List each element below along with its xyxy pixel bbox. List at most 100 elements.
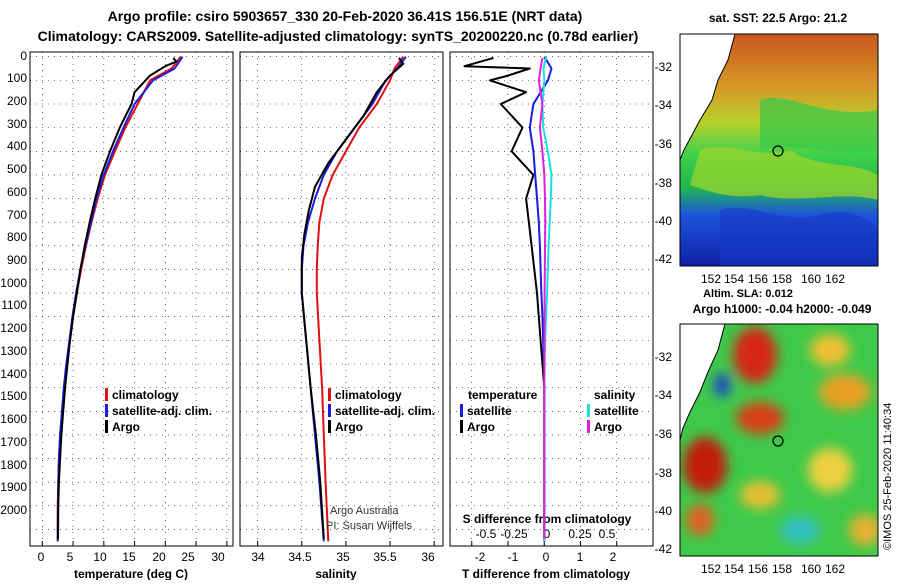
s-difference-label: S difference from climatology bbox=[463, 512, 632, 526]
s-tick: 0 bbox=[544, 527, 551, 541]
depth-tick: 600 bbox=[7, 185, 27, 199]
legend-swatch-argo bbox=[328, 420, 331, 433]
x-tick: 20 bbox=[152, 550, 166, 564]
x-tick: 34.5 bbox=[288, 550, 312, 564]
grid-layer bbox=[30, 52, 653, 546]
temperature-x-axis: 0 5 10 15 20 25 30 temperature (deg C) bbox=[38, 550, 225, 581]
series-line-climatology bbox=[315, 56, 405, 542]
x-tick: 0 bbox=[38, 550, 45, 564]
lat-tick: -38 bbox=[655, 466, 673, 480]
legend-label: Argo bbox=[112, 420, 140, 434]
legend-swatch-satellite bbox=[328, 404, 331, 417]
sst-patch bbox=[760, 97, 878, 153]
title-line-1: Argo profile: csiro 5903657_330 20-Feb-2… bbox=[108, 8, 583, 24]
x-tick: 25 bbox=[181, 550, 195, 564]
x-tick: 35 bbox=[336, 550, 350, 564]
lon-tick: 154 bbox=[724, 272, 744, 286]
lon-tick: 158 bbox=[772, 562, 792, 576]
depth-tick: 1500 bbox=[0, 389, 27, 403]
depth-tick: 900 bbox=[7, 253, 27, 267]
legend-label: satellite-adj. clim. bbox=[112, 404, 212, 418]
depth-tick: 1700 bbox=[0, 435, 27, 449]
difference-panel bbox=[449, 51, 654, 547]
lat-tick: -40 bbox=[655, 214, 673, 228]
sla-high bbox=[683, 437, 727, 493]
profile-curves bbox=[56, 56, 553, 542]
depth-tick: 1100 bbox=[1, 298, 27, 312]
salinity-x-axis: 34 34.5 35 35.5 36 salinity bbox=[251, 550, 435, 581]
depth-tick: 200 bbox=[7, 94, 27, 108]
legend-title-temperature: temperature bbox=[468, 388, 538, 402]
sla-low bbox=[714, 373, 730, 397]
depth-tick: 1300 bbox=[0, 344, 27, 358]
sst-lat-axis: -32 -34 -36 -38 -40 -42 bbox=[655, 60, 673, 266]
depth-tick: 2000 bbox=[0, 503, 27, 517]
lon-tick: 156 bbox=[748, 272, 768, 286]
depth-tick: 1900 bbox=[0, 480, 27, 494]
s-tick: 0.25 bbox=[568, 527, 592, 541]
depth-tick: 800 bbox=[7, 230, 27, 244]
x-tick: 35.5 bbox=[373, 550, 397, 564]
x-tick: 10 bbox=[93, 550, 107, 564]
depth-tick: 0 bbox=[20, 49, 27, 63]
credit-line-2: PI: Susan Wijffels bbox=[326, 520, 412, 532]
lat-tick: -34 bbox=[655, 388, 673, 402]
imos-stamp: ©IMOS 25-Feb-2020 11:40:34 bbox=[882, 403, 894, 550]
temperature-panel bbox=[29, 51, 234, 547]
sla-high bbox=[736, 402, 784, 434]
x-tick: -1 bbox=[508, 550, 519, 564]
sla-high bbox=[819, 374, 871, 410]
x-tick: -2 bbox=[475, 550, 486, 564]
lat-tick: -38 bbox=[655, 176, 673, 190]
legend-swatch-s-satellite bbox=[587, 404, 590, 417]
legend-label: climatology bbox=[112, 388, 179, 402]
legend-swatch-s-argo bbox=[587, 420, 590, 433]
x-tick: 34 bbox=[251, 550, 265, 564]
legend-title-salinity: salinity bbox=[594, 388, 636, 402]
x-tick: 2 bbox=[610, 550, 617, 564]
depth-tick: 300 bbox=[7, 117, 27, 131]
difference-legend: temperature salinity satellite Argo sate… bbox=[460, 388, 639, 434]
sst-map bbox=[680, 34, 878, 266]
sst-map-frame bbox=[679, 33, 879, 267]
legend-swatch-climatology bbox=[105, 388, 108, 401]
sla-high bbox=[686, 504, 714, 536]
difference-x-label: T difference from climatology bbox=[462, 567, 630, 580]
lon-tick: 152 bbox=[701, 562, 721, 576]
title-line-2: Climatology: CARS2009. Satellite-adjuste… bbox=[38, 28, 639, 44]
sst-land bbox=[680, 34, 735, 160]
x-tick: 5 bbox=[67, 550, 74, 564]
lon-tick: 158 bbox=[772, 272, 792, 286]
sst-map-title: sat. SST: 22.5 Argo: 21.2 bbox=[709, 11, 848, 25]
sla-title-2: Argo h1000: -0.04 h2000: -0.049 bbox=[693, 302, 872, 316]
legend-swatch-climatology bbox=[328, 388, 331, 401]
sst-patch bbox=[690, 147, 878, 200]
lat-tick: -34 bbox=[655, 98, 673, 112]
sst-coastline bbox=[680, 34, 736, 161]
temperature-legend: climatology satellite-adj. clim. Argo bbox=[105, 388, 212, 434]
x-tick: 15 bbox=[122, 550, 136, 564]
depth-tick: 100 bbox=[7, 71, 27, 85]
x-tick: 0 bbox=[543, 550, 550, 564]
legend-swatch-argo bbox=[105, 420, 108, 433]
sla-map bbox=[680, 324, 878, 556]
sla-high bbox=[740, 481, 780, 509]
sla-high bbox=[733, 327, 777, 383]
lat-tick: -36 bbox=[655, 137, 673, 151]
lat-tick: -32 bbox=[655, 350, 673, 364]
s-tick: 0.5 bbox=[599, 527, 616, 541]
s-tick: -0.25 bbox=[500, 527, 528, 541]
series-line-argo bbox=[57, 57, 178, 539]
lat-tick: -42 bbox=[655, 252, 673, 266]
sla-land bbox=[680, 324, 725, 440]
lon-tick: 160 bbox=[801, 562, 821, 576]
legend-label: Argo bbox=[594, 420, 622, 434]
depth-tick: 1800 bbox=[0, 458, 27, 472]
difference-x-axis: -2 -1 0 1 2 T difference from climatolog… bbox=[462, 512, 632, 581]
lat-tick: -42 bbox=[655, 542, 673, 556]
temperature-x-label: temperature (deg C) bbox=[74, 567, 188, 580]
legend-swatch-t-satellite bbox=[460, 404, 463, 417]
sla-coastline bbox=[680, 324, 726, 441]
sla-high bbox=[810, 334, 850, 366]
